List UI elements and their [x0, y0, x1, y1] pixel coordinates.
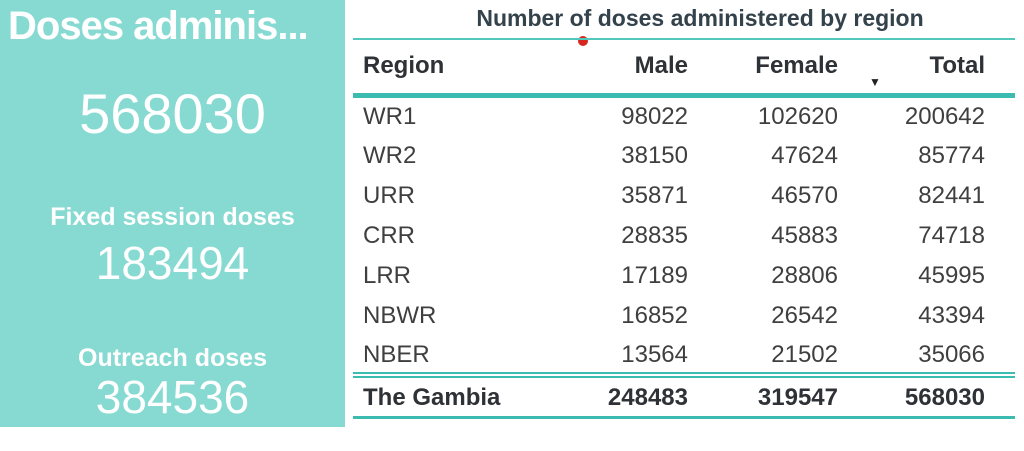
table-row[interactable]: NBWR 16852 26542 43394: [353, 295, 1015, 335]
outreach-doses-value: 384536: [95, 371, 250, 423]
doses-table-visual: Number of doses administered by region R…: [353, 0, 1015, 432]
cell-total: 45995: [918, 262, 985, 289]
cell-total: 82441: [918, 182, 985, 209]
table-row[interactable]: URR 35871 46570 82441: [353, 175, 1015, 215]
column-header-region[interactable]: Region: [353, 38, 553, 98]
cell-total: 43394: [918, 302, 985, 329]
cell-female: 102620: [757, 103, 838, 131]
table-row[interactable]: CRR 28835 45883 74718: [353, 215, 1015, 255]
sort-descending-icon[interactable]: ▼: [869, 74, 881, 89]
cell-male: 16852: [621, 302, 688, 329]
table-row[interactable]: LRR 17189 28806 45995: [353, 255, 1015, 295]
cell-male: 13564: [621, 340, 688, 368]
cell-male: 28835: [621, 222, 688, 249]
column-header-female[interactable]: Female: [688, 38, 838, 98]
card-total-doses-value: 568030: [79, 82, 266, 145]
cell-region: NBER: [363, 340, 430, 368]
cell-total: 35066: [918, 340, 985, 368]
table-row[interactable]: WR1 98022 102620 200642: [353, 95, 1015, 135]
kpi-card-panel[interactable]: Doses adminis... 568030 Fixed session do…: [0, 0, 345, 427]
table-header-row: Region Male Female Total ▼: [353, 38, 1015, 98]
cell-male: 35871: [621, 182, 688, 209]
fixed-session-doses-label: Fixed session doses: [50, 203, 295, 231]
table-row[interactable]: WR2 38150 47624 85774: [353, 135, 1015, 175]
cell-total: 200642: [904, 103, 985, 131]
cell-region: WR1: [363, 103, 417, 131]
table-title: Number of doses administered by region: [476, 5, 924, 31]
cell-total-total: 568030: [838, 372, 1015, 419]
cell-region: WR2: [363, 142, 417, 169]
cell-region: NBWR: [363, 302, 437, 329]
cell-male: 17189: [621, 262, 688, 289]
cell-male: 98022: [621, 103, 688, 131]
cell-female: 46570: [771, 182, 838, 209]
cell-region: LRR: [363, 262, 412, 289]
outreach-doses-label: Outreach doses: [78, 344, 267, 372]
cell-total: 74718: [918, 222, 985, 249]
cell-region: CRR: [363, 222, 415, 249]
cell-total: 85774: [918, 142, 985, 169]
cell-female: 21502: [771, 340, 838, 368]
cell-female: 45883: [771, 222, 838, 249]
cell-female: 47624: [771, 142, 838, 169]
fixed-session-doses-value: 183494: [95, 237, 250, 289]
cell-total-male: 248483: [553, 372, 688, 419]
cell-female: 26542: [771, 302, 838, 329]
table-row[interactable]: NBER 13564 21502 35066: [353, 335, 1015, 375]
column-header-total-label: Total: [929, 52, 985, 80]
table-total-row[interactable]: The Gambia 248483 319547 568030: [353, 372, 1015, 419]
cell-total-region: The Gambia: [353, 372, 553, 419]
column-header-male[interactable]: Male: [553, 38, 688, 98]
doses-table: Region Male Female Total ▼ WR1 98022 102…: [353, 38, 1015, 419]
cell-female: 28806: [771, 262, 838, 289]
cell-region: URR: [363, 182, 415, 209]
card-title: Doses adminis...: [8, 4, 309, 48]
column-header-total[interactable]: Total ▼: [838, 38, 1015, 98]
cell-total-female: 319547: [688, 372, 838, 419]
cell-male: 38150: [621, 142, 688, 169]
